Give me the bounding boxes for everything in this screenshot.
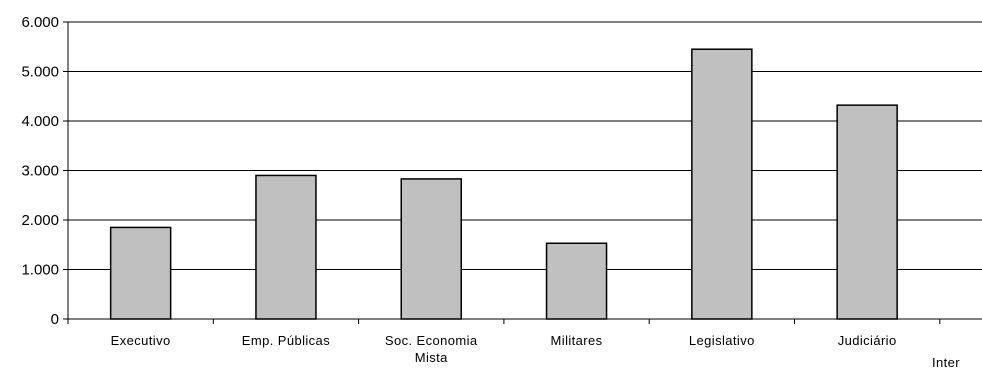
y-tick-label: 3.000 — [21, 163, 59, 180]
gridlines — [68, 21, 982, 270]
y-tick-label: 1.000 — [21, 262, 59, 279]
bar — [545, 242, 608, 320]
y-tick-label: 4.000 — [21, 113, 59, 130]
bar — [109, 226, 172, 320]
y-tick-label: 0 — [51, 311, 59, 328]
y-axis-ticks: 0 1.000 2.000 3.000 4.000 5.000 6.000 — [21, 14, 68, 328]
x-tick-label: Legislativo — [689, 333, 755, 348]
bar — [836, 104, 898, 320]
bar — [691, 48, 753, 320]
y-tick-label: 6.000 — [21, 14, 59, 31]
axes — [67, 22, 982, 324]
x-axis-labels: Executivo Emp. Públicas Soc. Economia Mista… — [111, 333, 960, 370]
y-tick-label: 5.000 — [21, 64, 59, 81]
x-tick-label: Soc. Economia Mista — [385, 333, 478, 365]
x-tick-label: Judiciário — [838, 333, 897, 348]
x-tick-label: Militares — [551, 333, 603, 348]
bar — [255, 174, 317, 320]
y-tick-label: 2.000 — [21, 212, 59, 229]
bar — [400, 178, 462, 320]
bars — [109, 48, 898, 320]
x-tick-label: Inter — [932, 355, 960, 370]
x-tick-label: Executivo — [111, 333, 171, 348]
x-tick-label: Emp. Públicas — [242, 333, 330, 348]
